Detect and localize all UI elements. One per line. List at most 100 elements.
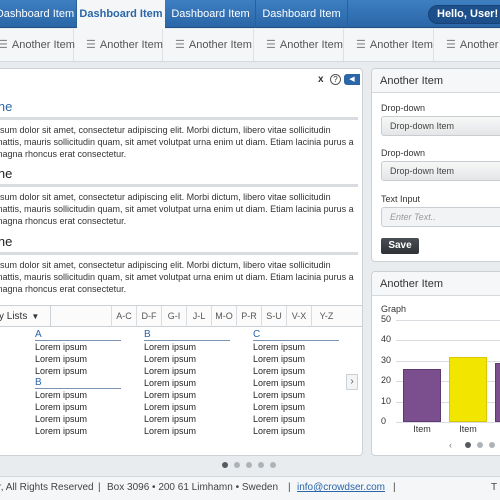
- menu-icon: ☰: [175, 39, 185, 51]
- page-dot-2[interactable]: [234, 462, 240, 468]
- tab-dashboard-item-4[interactable]: Dashboard Item: [256, 0, 348, 28]
- article-text: psum dolor sit amet, consectetur adipisc…: [0, 192, 354, 226]
- chevron-left-icon[interactable]: ‹: [449, 440, 452, 450]
- letter-filter-j-l[interactable]: J-L: [186, 306, 211, 327]
- list-item[interactable]: Lorem ipsum: [144, 426, 197, 436]
- letter-filter-m-o[interactable]: M-O: [211, 306, 236, 327]
- tab-dashboard-item-3[interactable]: Dashboard Item: [166, 0, 256, 28]
- divider: [0, 252, 358, 255]
- directory-select-label: y Lists: [0, 311, 28, 322]
- subnav-item-1[interactable]: ☰ Another Item: [0, 29, 75, 61]
- article-title: ine: [0, 166, 13, 181]
- subnav-item-4[interactable]: ☰ Another Item: [254, 29, 344, 61]
- dropdown-label: Drop-down: [381, 103, 426, 113]
- footer-email-link[interactable]: info@crowdser.com: [297, 482, 385, 493]
- dropdown-select-2[interactable]: Drop-down Item: [381, 161, 500, 181]
- letter-filter-s-u[interactable]: S-U: [261, 306, 286, 327]
- directory-column-b: B Lorem ipsum Lorem ipsum Lorem ipsum Lo…: [144, 329, 230, 437]
- list-item[interactable]: Lorem ipsum: [144, 390, 197, 400]
- list-item[interactable]: Lorem ipsum: [253, 402, 306, 412]
- dropdown-label: Drop-down: [381, 148, 426, 158]
- list-item[interactable]: Lorem ipsum: [253, 342, 306, 352]
- divider: [0, 117, 358, 120]
- list-item[interactable]: Lorem ipsum: [35, 414, 88, 424]
- dropdown-select-1[interactable]: Drop-down Item: [381, 116, 500, 136]
- letter-filter-g-i[interactable]: G-I: [161, 306, 186, 327]
- page-dot-3[interactable]: [246, 462, 252, 468]
- page-dot-1[interactable]: [222, 462, 228, 468]
- subnav-item-label: Another Item: [11, 39, 75, 51]
- footer-right-text: T: [491, 482, 498, 493]
- subnav-item-2[interactable]: ☰ Another Item: [74, 29, 163, 61]
- page-dot-4[interactable]: [258, 462, 264, 468]
- letter-filter-d-f[interactable]: D-F: [136, 306, 161, 327]
- carousel-dot[interactable]: [477, 442, 483, 448]
- list-item[interactable]: Lorem ipsum: [253, 390, 306, 400]
- carousel-dot[interactable]: [489, 442, 495, 448]
- list-item[interactable]: Lorem ipsum: [35, 426, 88, 436]
- divider: [0, 184, 358, 187]
- article-3: ine psum dolor sit amet, consectetur adi…: [0, 232, 362, 295]
- y-tick-label: 20: [381, 375, 392, 386]
- chart-gridline: [396, 422, 500, 423]
- letter-filter-a-c[interactable]: A-C: [111, 306, 136, 327]
- subnav-item-5[interactable]: ☰ Another Item: [344, 29, 434, 61]
- carousel-dot[interactable]: [465, 442, 471, 448]
- list-item[interactable]: Lorem ipsum: [253, 354, 306, 364]
- subnav-item-label: Another Item: [188, 39, 252, 51]
- y-tick-label: 10: [381, 395, 392, 406]
- close-icon[interactable]: x: [318, 74, 324, 85]
- footer-divider: |: [288, 482, 291, 493]
- list-item[interactable]: Lorem ipsum: [253, 426, 306, 436]
- page-dot-5[interactable]: [270, 462, 276, 468]
- tab-dashboard-item-1[interactable]: Dashboard Item: [0, 0, 77, 28]
- list-item[interactable]: Lorem ipsum: [144, 414, 197, 424]
- directory-column-a: A Lorem ipsum Lorem ipsum Lorem ipsum B …: [35, 329, 121, 437]
- top-navigation: Dashboard Item Dashboard Item Dashboard …: [0, 0, 500, 32]
- letter-filter-y-z[interactable]: Y-Z: [311, 306, 341, 327]
- list-item[interactable]: Lorem ipsum: [144, 354, 197, 364]
- text-input[interactable]: Enter Text..: [381, 207, 500, 227]
- tab-dashboard-item-2[interactable]: Dashboard Item: [77, 0, 165, 32]
- chart-bar[interactable]: [449, 356, 487, 422]
- chart-bar[interactable]: [495, 362, 500, 422]
- user-greeting-button[interactable]: Hello, User!: [428, 5, 500, 24]
- collapse-icon[interactable]: ◀: [344, 74, 360, 85]
- directory-column-c: C Lorem ipsum Lorem ipsum Lorem ipsum Lo…: [253, 329, 339, 437]
- letter-filter-v-x[interactable]: V-X: [286, 306, 311, 327]
- list-item[interactable]: Lorem ipsum: [144, 378, 197, 388]
- help-icon[interactable]: ?: [330, 74, 341, 85]
- list-item[interactable]: Lorem ipsum: [35, 366, 88, 376]
- list-item[interactable]: Lorem ipsum: [35, 390, 88, 400]
- save-button[interactable]: Save: [381, 238, 419, 254]
- article-title[interactable]: ine: [0, 99, 13, 114]
- list-item[interactable]: Lorem ipsum: [253, 414, 306, 424]
- panel-title: Another Item: [372, 272, 500, 296]
- subnav-item-label: Another Item: [369, 39, 433, 51]
- list-item[interactable]: Lorem ipsum: [253, 378, 306, 388]
- list-item[interactable]: Lorem ipsum: [35, 354, 88, 364]
- list-item[interactable]: Lorem ipsum: [144, 402, 197, 412]
- list-item[interactable]: Lorem ipsum: [35, 402, 88, 412]
- list-item[interactable]: Lorem ipsum: [253, 366, 306, 376]
- list-item[interactable]: Lorem ipsum: [35, 342, 88, 352]
- list-item[interactable]: Lorem ipsum: [144, 342, 197, 352]
- column-heading: C: [253, 329, 339, 341]
- chevron-right-icon[interactable]: ›: [346, 374, 358, 390]
- subnav-item-label: Another Item: [279, 39, 343, 51]
- article-1: ine psum dolor sit amet, consectetur adi…: [0, 97, 362, 160]
- subnav-item-label: Another Item: [459, 39, 500, 51]
- directory-list-select[interactable]: y Lists ▼: [0, 306, 51, 327]
- subnav-item-6[interactable]: ☰Another Item: [434, 29, 500, 61]
- list-item[interactable]: Lorem ipsum: [144, 366, 197, 376]
- column-heading: B: [144, 329, 230, 341]
- y-tick-label: 50: [381, 314, 392, 324]
- y-tick-label: 40: [381, 334, 392, 345]
- chart-bar[interactable]: [403, 368, 441, 422]
- subnav-item-3[interactable]: ☰ Another Item: [163, 29, 254, 61]
- letter-filter-p-r[interactable]: P-R: [236, 306, 261, 327]
- chart-gridline: [396, 360, 500, 362]
- footer-divider: |: [98, 482, 101, 493]
- subnav-item-label: Another Item: [99, 39, 163, 51]
- column-heading: B: [35, 377, 121, 389]
